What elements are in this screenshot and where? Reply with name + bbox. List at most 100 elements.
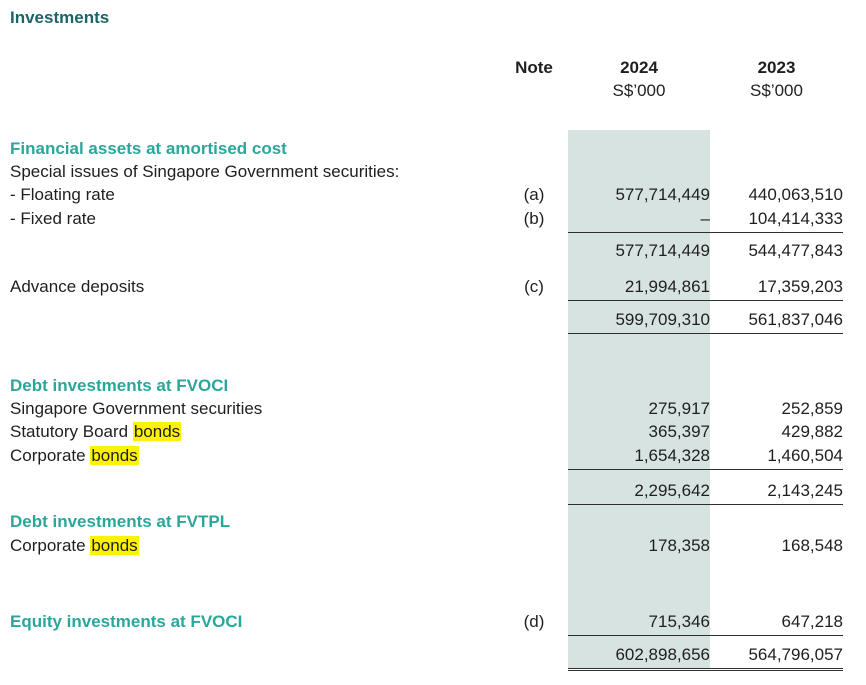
value-2023: 544,477,843: [748, 241, 843, 260]
row-label: Statutory Board bonds: [10, 422, 182, 441]
note-ref: (d): [523, 612, 545, 631]
value-2023: 429,882: [781, 422, 843, 441]
note-ref: [500, 469, 568, 504]
search-highlight: bonds: [132, 422, 182, 441]
table-row: 577,714,449 544,477,843: [10, 232, 843, 264]
header-row: Note 2024 2023: [10, 58, 843, 81]
value-2024: 577,714,449: [568, 232, 710, 264]
value-2024: [568, 130, 710, 162]
note-ref: (b): [523, 209, 545, 228]
row-label: [10, 232, 500, 264]
units-row: S$’000 S$’000: [10, 81, 843, 104]
section-heading: Debt investments at FVOCI: [10, 376, 229, 395]
investments-table: Note 2024 2023 S$’000 S$’000 Financial a…: [10, 58, 843, 671]
table-row: Debt investments at FVOCI: [10, 369, 843, 399]
note-ref: [500, 130, 568, 162]
row-label: [10, 300, 500, 333]
value-2024: [568, 559, 710, 607]
table-row: 599,709,310 561,837,046: [10, 300, 843, 334]
table-row: - Floating rate (a) 577,714,449 440,063,510: [10, 185, 843, 208]
table-row: Financial assets at amortised cost: [10, 130, 843, 162]
value-2023: 17,359,203: [710, 264, 843, 301]
note-column-header: Note: [515, 58, 553, 77]
value-2024: 275,917: [568, 399, 710, 422]
spacer-row: [10, 559, 843, 607]
note-ref: [500, 504, 568, 535]
value-2023: 104,414,333: [710, 208, 843, 233]
search-highlight: bonds: [90, 536, 139, 555]
note-ref: [500, 369, 568, 399]
note-ref: (a): [523, 185, 545, 204]
spacer-row: [10, 333, 843, 369]
value-2023: 647,218: [710, 607, 843, 636]
row-label: [10, 559, 500, 607]
value-2024: 715,346: [568, 607, 710, 636]
table-row: Advance deposits (c) 21,994,861 17,359,203: [10, 264, 843, 301]
value-2023: [710, 162, 843, 185]
value-2023: 252,859: [781, 399, 843, 418]
table-row: Singapore Government securities 275,917 25…: [10, 399, 843, 422]
note-ref: [500, 232, 568, 264]
value-2023: 1,460,504: [710, 445, 843, 470]
note-ref: [500, 445, 568, 469]
row-label: Special issues of Singapore Government s…: [10, 162, 400, 181]
row-label: Singapore Government securities: [10, 399, 263, 418]
table-row: Debt investments at FVTPL: [10, 504, 843, 535]
value-2024: 1,654,328: [568, 445, 710, 470]
page-title: Investments: [10, 8, 110, 27]
header-spacer-cell: [10, 58, 500, 81]
value-2023: [710, 559, 843, 607]
value-2024: [568, 369, 710, 399]
note-ref: [500, 635, 568, 669]
unit-2024: S$’000: [612, 81, 666, 100]
note-ref: [500, 559, 568, 607]
row-label: - Fixed rate: [10, 209, 96, 228]
table-row: Corporate bonds 1,654,328 1,460,504: [10, 445, 843, 470]
row-label: Advance deposits: [10, 277, 145, 296]
table-row: Statutory Board bonds 365,397 429,882: [10, 422, 843, 445]
row-label: [10, 635, 500, 669]
year-2023-header: 2023: [757, 58, 796, 77]
table-row: - Fixed rate (b) –104,414,333: [10, 208, 843, 233]
value-2023: 564,796,057: [710, 635, 843, 671]
unit-spacer-cell: [500, 81, 568, 104]
section-heading: Financial assets at amortised cost: [10, 139, 287, 158]
value-2024: 599,709,310: [568, 300, 710, 334]
table-row: 602,898,656 564,796,057: [10, 635, 843, 671]
section-heading: Equity investments at FVOCI: [10, 612, 243, 631]
table-row: Corporate bonds 178,358 168,548: [10, 535, 843, 559]
table-row: Special issues of Singapore Government s…: [10, 162, 843, 185]
table-row: Equity investments at FVOCI (d) 715,346 647…: [10, 607, 843, 636]
note-ref: [500, 300, 568, 333]
section-heading: Debt investments at FVTPL: [10, 512, 231, 531]
unit-spacer-cell: [10, 81, 500, 104]
year-2024-header: 2024: [620, 58, 658, 77]
value-2023: 168,548: [781, 536, 843, 555]
value-2023: [710, 333, 843, 369]
value-2024: 178,358: [568, 535, 710, 559]
value-2023: [710, 369, 843, 399]
row-label: [10, 333, 500, 369]
note-ref: [500, 162, 568, 185]
value-2024: 365,397: [568, 422, 710, 445]
value-2024: [568, 333, 710, 369]
search-highlight: bonds: [90, 446, 139, 465]
value-2023: [710, 504, 843, 535]
note-ref: [500, 422, 568, 445]
value-2024: 577,714,449: [568, 185, 710, 208]
value-2023: 440,063,510: [748, 185, 843, 204]
value-2024: 2,295,642: [568, 469, 710, 505]
value-2024: 602,898,656: [568, 635, 710, 671]
note-ref: (c): [524, 277, 544, 296]
investments-table-body: Financial assets at amortised cost Specia…: [10, 130, 843, 671]
row-label: [10, 469, 500, 504]
table-header: Note 2024 2023 S$’000 S$’000: [10, 58, 843, 130]
row-label: Corporate bonds: [10, 536, 139, 555]
value-2024: 21,994,861: [568, 264, 710, 301]
table-row: 2,295,642 2,143,245: [10, 469, 843, 505]
note-ref: [500, 535, 568, 559]
value-2023: 2,143,245: [710, 469, 843, 505]
value-2023: 561,837,046: [710, 300, 843, 334]
value-2024: [568, 504, 710, 535]
